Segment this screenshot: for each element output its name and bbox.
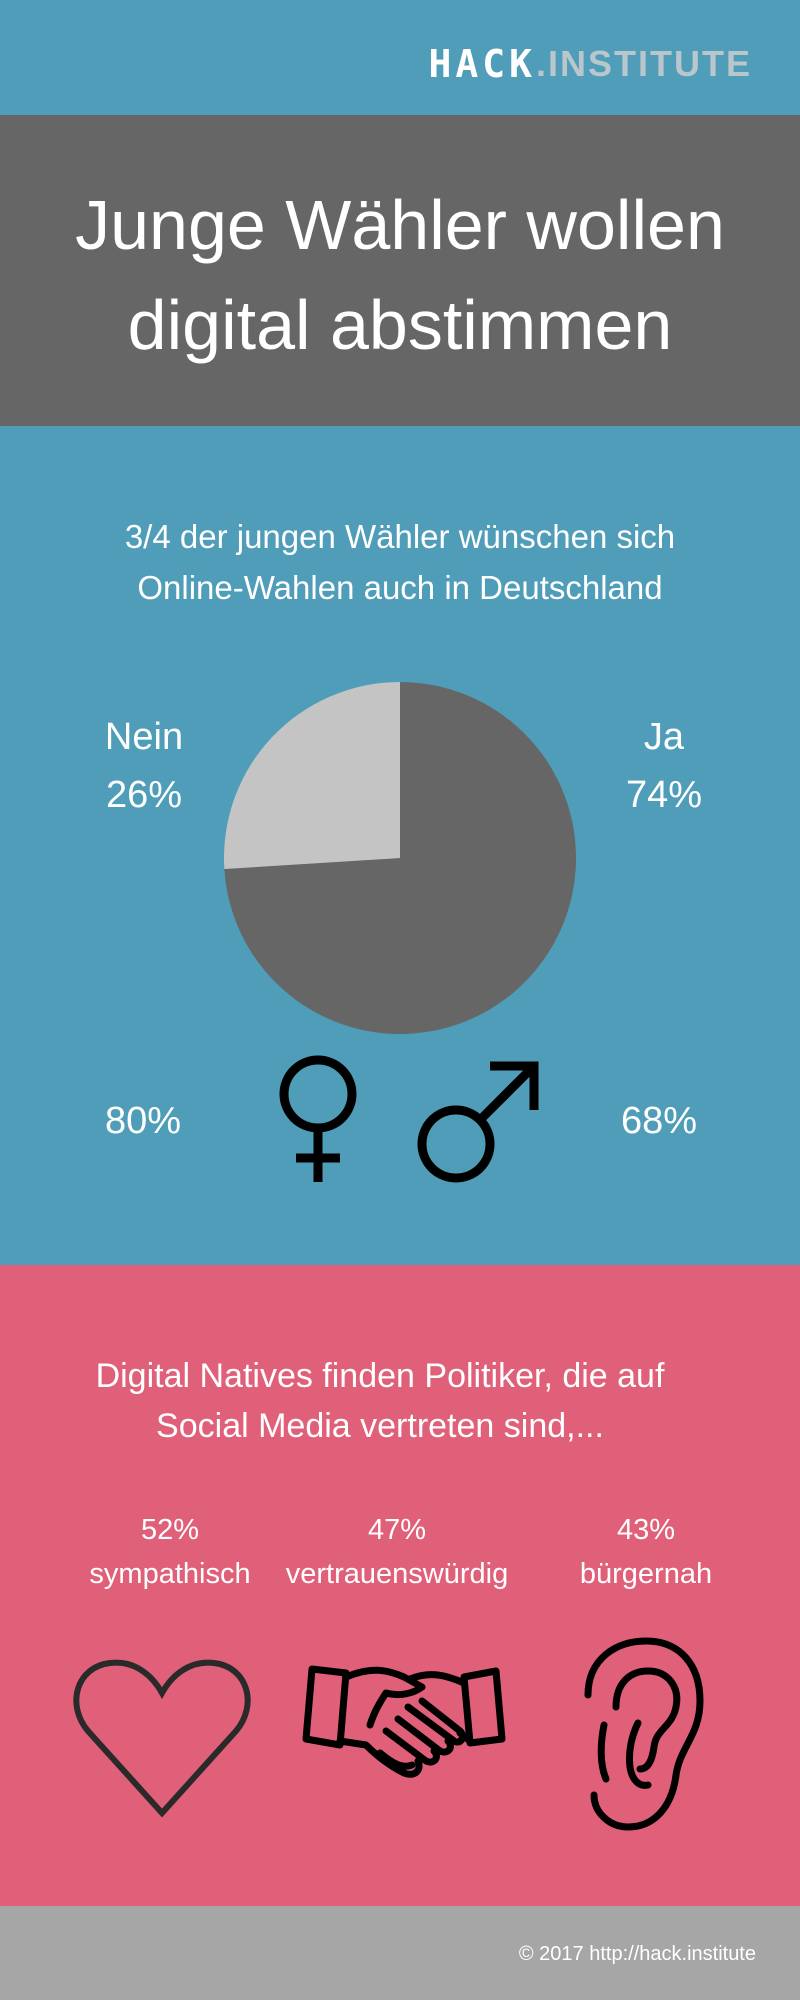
stat-label: bürgernah [579, 1558, 713, 1590]
hack-institute-logo[interactable]: HACK .INSTITUTE [428, 42, 752, 86]
pie-label-nein: Nein 26% [44, 708, 244, 824]
heart-icon [73, 1659, 251, 1818]
male-percentage: 68% [620, 1100, 698, 1142]
page-title-line1: Junge Wähler wollen [75, 186, 725, 264]
nein-label: Nein [104, 716, 184, 758]
logo-institute-text: .INSTITUTE [536, 43, 752, 84]
subtitle-line2: Online-Wahlen auch in Deutschland [137, 569, 663, 606]
online-voting-subtitle: 3/4 der jungen Wähler wünschen sich Onli… [0, 511, 800, 613]
stat-label: sympathisch [89, 1558, 251, 1590]
ear-icon [584, 1637, 704, 1831]
handshake-icon [302, 1665, 506, 1778]
footer: © 2017 http://hack.institute [0, 1906, 800, 2000]
page-title: Junge Wähler wollen digital abstimmen [0, 175, 800, 375]
online-voting-section: 3/4 der jungen Wähler wünschen sich Onli… [0, 426, 800, 1265]
page-title-line2: digital abstimmen [127, 286, 673, 364]
male-symbol-icon [417, 1061, 539, 1183]
stat-value: 43% [616, 1514, 676, 1546]
pie-slice-ja [224, 682, 576, 1034]
online-voting-pie-chart [224, 682, 576, 1034]
stat-value: 52% [140, 1514, 200, 1546]
subtitle-line1: 3/4 der jungen Wähler wünschen sich [124, 518, 676, 555]
stat-value: 47% [367, 1514, 427, 1546]
nein-value: 26% [105, 774, 183, 816]
pie-slice-nein [224, 682, 400, 870]
stat-vertrauenswuerdig: 47% vertrauenswürdig [277, 1508, 517, 1596]
stat-sympathisch: 52% sympathisch [50, 1508, 290, 1596]
ja-value: 74% [625, 774, 703, 816]
social-heading-line2: Social Media vertreten sind,... [156, 1407, 604, 1445]
social-media-heading: Digital Natives finden Politiker, die au… [0, 1351, 760, 1451]
female-symbol-icon [279, 1055, 357, 1182]
stat-buergernah: 43% bürgernah [526, 1508, 766, 1596]
title-band: Junge Wähler wollen digital abstimmen [0, 115, 800, 426]
logo-hack-text: HACK [428, 42, 536, 86]
social-heading-line1: Digital Natives finden Politiker, die au… [95, 1357, 665, 1395]
stat-label: vertrauenswürdig [285, 1558, 509, 1590]
female-percentage: 80% [104, 1100, 182, 1142]
footer-copyright-link[interactable]: © 2017 http://hack.institute [518, 1943, 756, 1965]
ja-label: Ja [643, 716, 685, 758]
social-media-section: Digital Natives finden Politiker, die au… [0, 1265, 800, 1906]
header-band: HACK .INSTITUTE [0, 0, 800, 115]
pie-label-ja: Ja 74% [564, 708, 764, 824]
